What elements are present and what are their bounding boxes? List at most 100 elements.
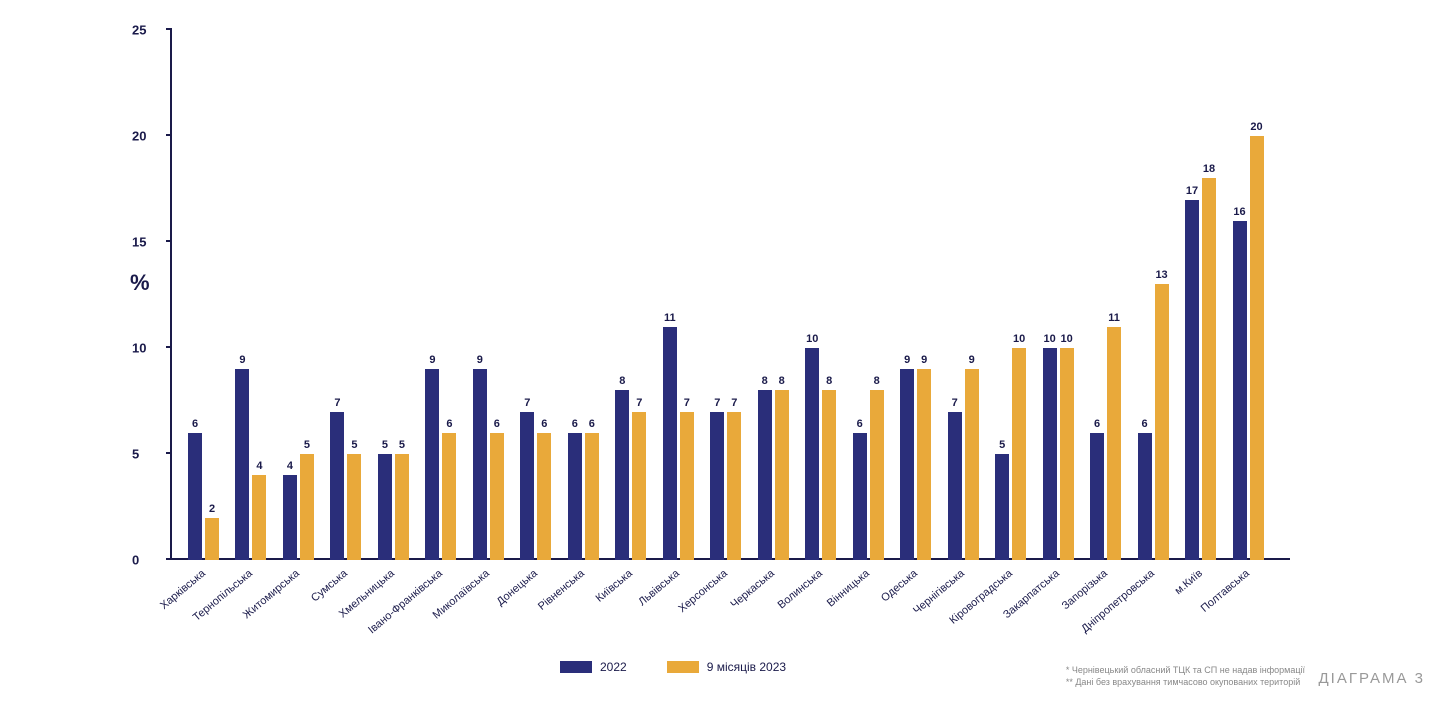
bar-value-label: 7 <box>714 397 720 409</box>
y-tick-mark <box>166 240 172 242</box>
footnotes: * Чернівецький обласний ТЦК та СП не над… <box>1066 665 1305 688</box>
bar-value-label: 9 <box>921 354 927 366</box>
bar-value-label: 9 <box>904 354 910 366</box>
bar: 7 <box>948 412 962 560</box>
bar: 6 <box>188 433 202 560</box>
bar-value-label: 7 <box>334 397 340 409</box>
bar-value-label: 8 <box>826 375 832 387</box>
bar-value-label: 5 <box>304 439 310 451</box>
bar: 8 <box>615 390 629 560</box>
bar-value-label: 16 <box>1233 206 1245 218</box>
y-tick-mark <box>166 452 172 454</box>
legend-item: 9 місяців 2023 <box>667 660 786 674</box>
bar: 6 <box>1138 433 1152 560</box>
footnote-1: * Чернівецький обласний ТЦК та СП не над… <box>1066 665 1305 677</box>
bar-value-label: 11 <box>664 312 676 324</box>
category-label: Волинська <box>775 567 824 611</box>
bar-value-label: 9 <box>969 354 975 366</box>
bar: 6 <box>585 433 599 560</box>
bar: 4 <box>252 475 266 560</box>
category-label: Полтавська <box>1199 567 1252 614</box>
bar: 10 <box>805 348 819 560</box>
y-tick-mark <box>166 558 172 560</box>
category-label: Вінницька <box>825 567 872 609</box>
bar-value-label: 9 <box>477 354 483 366</box>
bar-value-label: 8 <box>619 375 625 387</box>
bar-value-label: 7 <box>636 397 642 409</box>
bar-value-label: 2 <box>209 503 215 515</box>
bar-value-label: 7 <box>684 397 690 409</box>
bar-value-label: 9 <box>429 354 435 366</box>
bar: 17 <box>1185 200 1199 560</box>
bar-value-label: 5 <box>399 439 405 451</box>
bar-value-label: 6 <box>1094 418 1100 430</box>
footnote-2: ** Дані без врахування тимчасово окупова… <box>1066 677 1305 689</box>
bar-value-label: 6 <box>572 418 578 430</box>
bar-value-label: 5 <box>999 439 1005 451</box>
bar-value-label: 10 <box>1043 333 1055 345</box>
bar: 5 <box>347 454 361 560</box>
bar-value-label: 6 <box>541 418 547 430</box>
bar: 6 <box>1090 433 1104 560</box>
bar-value-label: 5 <box>382 439 388 451</box>
bar-value-label: 9 <box>239 354 245 366</box>
bar: 5 <box>378 454 392 560</box>
legend-label: 2022 <box>600 660 627 674</box>
bar: 7 <box>727 412 741 560</box>
legend: 2022 9 місяців 2023 <box>560 660 786 674</box>
bar: 2 <box>205 518 219 560</box>
bar: 18 <box>1202 178 1216 560</box>
bar-value-label: 6 <box>446 418 452 430</box>
bar: 16 <box>1233 221 1247 560</box>
bar: 6 <box>537 433 551 560</box>
bar: 9 <box>425 369 439 560</box>
category-label: Сумська <box>309 567 350 604</box>
legend-item: 2022 <box>560 660 627 674</box>
bar-value-label: 18 <box>1203 163 1215 175</box>
bar-value-label: 7 <box>731 397 737 409</box>
bar: 6 <box>490 433 504 560</box>
bar-value-label: 11 <box>1108 312 1120 324</box>
category-label: Одеська <box>879 567 920 604</box>
y-tick-label: 25 <box>132 23 146 38</box>
bar-value-label: 6 <box>589 418 595 430</box>
bar: 8 <box>775 390 789 560</box>
bar: 9 <box>473 369 487 560</box>
bar-value-label: 7 <box>524 397 530 409</box>
diagram-label: ДІАГРАМА 3 <box>1319 670 1425 687</box>
bar-value-label: 4 <box>256 460 262 472</box>
bar: 9 <box>900 369 914 560</box>
bar-value-label: 10 <box>1013 333 1025 345</box>
bar: 10 <box>1012 348 1026 560</box>
y-tick-mark <box>166 28 172 30</box>
y-tick-mark <box>166 134 172 136</box>
bar: 7 <box>520 412 534 560</box>
bar: 10 <box>1043 348 1057 560</box>
bar: 7 <box>632 412 646 560</box>
bar: 5 <box>300 454 314 560</box>
bar-value-label: 8 <box>874 375 880 387</box>
bar: 9 <box>235 369 249 560</box>
bar: 13 <box>1155 284 1169 560</box>
bar: 4 <box>283 475 297 560</box>
bar: 6 <box>568 433 582 560</box>
bar: 7 <box>680 412 694 560</box>
category-label: Київська <box>593 567 634 604</box>
bar: 5 <box>395 454 409 560</box>
category-label: Донецька <box>494 567 539 608</box>
bar: 9 <box>965 369 979 560</box>
y-tick-label: 20 <box>132 129 146 144</box>
bars-area: 62Харківська94Тернопільська45Житомирська… <box>188 30 1280 560</box>
y-tick-mark <box>166 346 172 348</box>
bar: 8 <box>870 390 884 560</box>
bar: 7 <box>330 412 344 560</box>
bar-value-label: 13 <box>1155 269 1167 281</box>
bar-value-label: 10 <box>806 333 818 345</box>
bar-value-label: 17 <box>1186 185 1198 197</box>
bar: 10 <box>1060 348 1074 560</box>
legend-label: 9 місяців 2023 <box>707 660 786 674</box>
legend-swatch <box>560 661 592 673</box>
bar-value-label: 7 <box>952 397 958 409</box>
bar-value-label: 4 <box>287 460 293 472</box>
bar-value-label: 6 <box>192 418 198 430</box>
